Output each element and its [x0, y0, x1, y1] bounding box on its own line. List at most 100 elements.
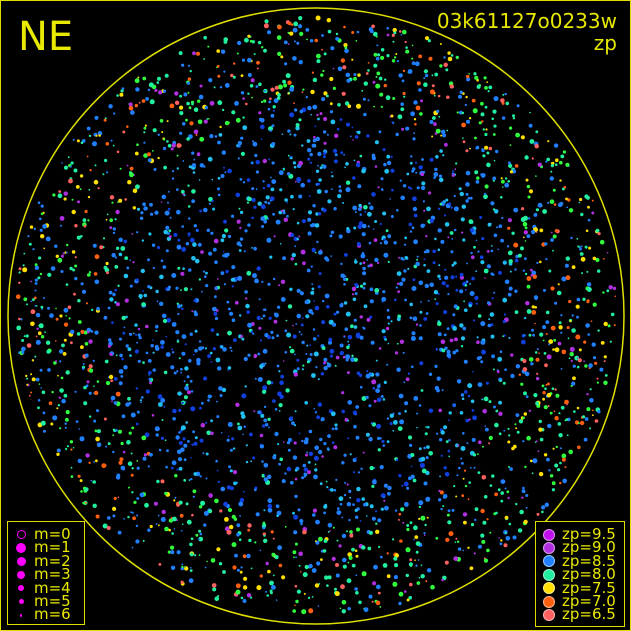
star-point	[545, 310, 550, 315]
star-point	[572, 376, 576, 381]
star-point	[424, 432, 428, 436]
star-point	[526, 435, 531, 441]
star-point	[59, 360, 62, 363]
star-point	[263, 99, 267, 103]
star-point	[347, 334, 353, 340]
star-point	[357, 471, 361, 474]
star-point	[502, 320, 506, 324]
star-point	[531, 305, 535, 309]
star-point	[294, 108, 298, 112]
star-point	[376, 397, 382, 403]
star-point	[323, 91, 328, 96]
star-point	[193, 472, 198, 476]
star-point	[326, 362, 332, 368]
star-point	[504, 182, 510, 188]
star-point	[390, 155, 393, 158]
star-point	[80, 345, 84, 349]
star-point	[145, 389, 150, 394]
star-point	[248, 538, 252, 543]
star-point	[22, 264, 25, 267]
star-point	[302, 463, 307, 468]
star-point	[346, 227, 350, 231]
star-point	[355, 40, 358, 42]
star-point	[443, 425, 448, 430]
star-point	[272, 399, 276, 403]
star-point	[379, 92, 384, 97]
star-point	[323, 511, 326, 515]
star-point	[334, 427, 338, 431]
star-point	[468, 418, 471, 421]
star-point	[450, 54, 454, 57]
star-point	[583, 360, 585, 363]
star-point	[197, 99, 201, 103]
star-point	[541, 505, 546, 510]
star-point	[114, 288, 117, 292]
star-point	[84, 209, 88, 214]
star-point	[551, 387, 555, 391]
star-point	[203, 119, 208, 124]
star-point	[121, 357, 124, 361]
star-point	[326, 362, 329, 364]
star-point	[372, 31, 378, 37]
star-point	[26, 343, 32, 348]
star-point	[199, 163, 204, 168]
star-point	[470, 523, 475, 527]
star-point	[299, 519, 304, 523]
star-point	[211, 583, 217, 588]
star-point	[129, 172, 134, 178]
star-point	[284, 329, 288, 333]
star-point	[192, 51, 196, 56]
star-point	[334, 423, 338, 427]
star-point	[194, 258, 200, 264]
star-point	[571, 265, 576, 269]
star-point	[439, 202, 443, 206]
star-point	[170, 550, 175, 555]
star-point	[610, 312, 615, 317]
star-point	[236, 241, 241, 246]
star-point	[311, 373, 316, 378]
star-point	[522, 486, 525, 490]
star-point	[382, 398, 386, 401]
star-point	[344, 48, 349, 54]
star-point	[40, 420, 46, 426]
star-point	[423, 77, 426, 80]
star-point	[316, 189, 322, 194]
star-point	[355, 591, 359, 595]
star-point	[268, 126, 273, 132]
star-point	[84, 353, 89, 358]
star-point	[189, 69, 192, 73]
star-point	[214, 135, 218, 138]
star-point	[341, 391, 345, 395]
star-point	[486, 81, 489, 83]
star-point	[471, 276, 475, 281]
star-point	[261, 225, 265, 228]
star-point	[338, 185, 342, 188]
star-point	[524, 257, 527, 260]
star-point	[190, 477, 193, 481]
star-point	[321, 320, 326, 325]
star-point	[227, 507, 233, 513]
star-point	[34, 263, 38, 267]
star-point	[380, 48, 385, 52]
star-point	[461, 397, 465, 401]
star-point	[473, 319, 476, 322]
star-point	[287, 304, 293, 309]
star-point	[420, 301, 422, 303]
star-point	[323, 117, 328, 121]
star-point	[432, 116, 436, 120]
star-point	[266, 380, 272, 385]
star-point	[312, 337, 317, 341]
star-point	[586, 393, 589, 396]
star-point	[320, 73, 324, 77]
star-point	[195, 134, 198, 136]
star-point	[426, 568, 432, 573]
star-point	[233, 517, 238, 521]
star-point	[264, 362, 267, 365]
star-point	[109, 218, 113, 222]
star-point	[597, 410, 601, 414]
star-point	[508, 163, 513, 168]
star-point	[329, 102, 333, 106]
star-point	[499, 542, 503, 546]
star-point	[197, 119, 203, 125]
star-point	[311, 143, 316, 148]
